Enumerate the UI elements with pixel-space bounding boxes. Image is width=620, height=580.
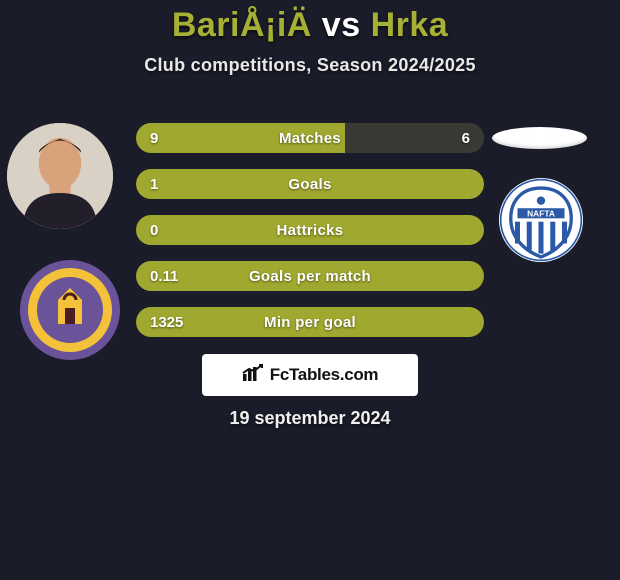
stat-row: 1Goals bbox=[136, 169, 484, 199]
player2-club-badge: NAFTA bbox=[499, 178, 583, 262]
player1-name: BariÅ¡iÄ bbox=[172, 6, 312, 44]
stat-left-value: 0 bbox=[150, 222, 210, 239]
player2-photo-placeholder bbox=[492, 127, 587, 149]
player2-name: Hrka bbox=[371, 6, 449, 44]
snapshot-date: 19 september 2024 bbox=[0, 408, 620, 429]
stat-left-value: 1325 bbox=[150, 314, 210, 331]
player1-photo bbox=[7, 123, 113, 229]
stat-label: Goals bbox=[210, 176, 410, 193]
chart-icon bbox=[242, 364, 264, 387]
stats-table: 9Matches6 1Goals 0Hattricks 0.11Goals per m… bbox=[136, 123, 484, 353]
stat-row: 1325Min per goal bbox=[136, 307, 484, 337]
stat-left-value: 1 bbox=[150, 176, 210, 193]
subtitle: Club competitions, Season 2024/2025 bbox=[0, 55, 620, 76]
stat-label: Goals per match bbox=[210, 268, 410, 285]
stat-left-value: 9 bbox=[150, 130, 210, 147]
svg-text:NAFTA: NAFTA bbox=[527, 209, 555, 219]
fctables-watermark: FcTables.com bbox=[202, 354, 418, 396]
stat-label: Hattricks bbox=[210, 222, 410, 239]
stat-row: 9Matches6 bbox=[136, 123, 484, 153]
vs-label: vs bbox=[322, 6, 361, 44]
stat-right-value: 6 bbox=[410, 130, 470, 147]
stat-row: 0.11Goals per match bbox=[136, 261, 484, 291]
fctables-label: FcTables.com bbox=[270, 365, 379, 385]
h2h-infographic: BariÅ¡iÄ vs Hrka Club competitions, Seas… bbox=[0, 0, 620, 580]
stat-label: Min per goal bbox=[210, 314, 410, 331]
player1-club-badge bbox=[20, 260, 120, 360]
stat-left-value: 0.11 bbox=[150, 268, 210, 285]
page-title: BariÅ¡iÄ vs Hrka bbox=[0, 0, 620, 45]
stat-label: Matches bbox=[210, 130, 410, 147]
stat-row: 0Hattricks bbox=[136, 215, 484, 245]
